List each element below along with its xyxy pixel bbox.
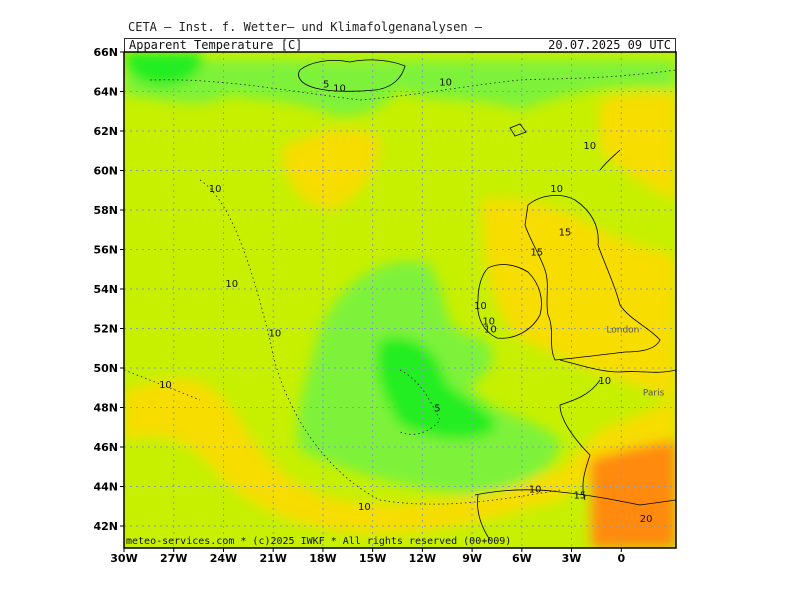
contour-label: 10 — [439, 78, 452, 89]
latitude-tick-label: 54N — [93, 283, 118, 296]
mild-region-north — [124, 60, 676, 117]
latitude-tick-label: 50N — [93, 362, 118, 375]
hot-region-northeast — [600, 90, 676, 200]
hotter-region-southeast — [590, 440, 676, 548]
britain-coast — [524, 195, 661, 361]
longitude-tick-label: 6W — [512, 552, 532, 565]
longitude-tick-label: 0 — [617, 552, 625, 565]
contour-label: 10 — [484, 324, 497, 335]
contour-label: 5 — [323, 80, 329, 91]
latitude-tick-label: 60N — [93, 165, 118, 178]
map-frame — [123, 51, 677, 549]
contour-label: 10 — [209, 184, 222, 195]
longitude-tick-label: 15W — [359, 552, 386, 565]
contour-10-north — [149, 69, 676, 101]
longitude-tick-label: 27W — [160, 552, 187, 565]
latitude-tick-label: 48N — [93, 402, 118, 415]
contour-label: 10 — [598, 376, 611, 387]
contour-label: 15 — [530, 247, 543, 258]
cool-region-inner — [376, 337, 496, 440]
neutral-region-southwest — [124, 436, 676, 548]
latitude-tick-label: 64N — [93, 86, 118, 99]
iberia-coast — [474, 489, 676, 541]
city-label: London — [606, 325, 639, 335]
longitude-tick-label: 21W — [259, 552, 286, 565]
contour-lines — [124, 69, 676, 505]
latitude-tick-label: 62N — [93, 125, 118, 138]
latitude-tick-label: 56N — [93, 244, 118, 257]
graticule — [124, 52, 676, 548]
coastlines — [298, 59, 676, 541]
warm-region-midlatitude — [280, 129, 380, 210]
credit-line: meteo-services.com * (c)2025 IWKF * All … — [126, 536, 511, 547]
norway-coast — [599, 149, 621, 171]
contour-label: 10 — [583, 141, 596, 152]
latitude-tick-label: 42N — [93, 520, 118, 533]
contour-label: 10 — [550, 184, 563, 195]
latitude-tick-label: 52N — [93, 323, 118, 336]
longitude-tick-label: 24W — [210, 552, 237, 565]
contour-10-west — [124, 369, 201, 401]
contour-label: 10 — [225, 279, 238, 290]
contour-10-central — [199, 179, 561, 505]
contour-label: 20 — [640, 514, 653, 525]
contour-label: 10 — [159, 380, 172, 391]
contour-label: 10 — [482, 317, 495, 328]
iceland-coast — [298, 59, 406, 92]
contour-label: 10 — [268, 328, 281, 339]
latitude-tick-label: 44N — [93, 481, 118, 494]
map-title: CETA — Inst. f. Wetter— und Klimafolgena… — [128, 20, 483, 34]
contour-5-bay — [399, 369, 441, 435]
contour-label: 10 — [529, 484, 542, 495]
valid-time-label: 20.07.2025 09 UTC — [548, 38, 671, 52]
ireland-coast — [477, 264, 542, 339]
contour-label: 15 — [573, 490, 586, 501]
mild-region-iceland-coast — [124, 52, 202, 86]
longitude-tick-label: 9W — [462, 552, 482, 565]
warm-region-britain — [480, 198, 676, 400]
latitude-tick-label: 66N — [93, 46, 118, 59]
temperature-regions — [124, 52, 676, 548]
parameter-label: Apparent_Temperature [C] — [129, 38, 303, 52]
longitude-tick-label: 30W — [110, 552, 137, 565]
map-subtitle-bar: Apparent_Temperature [C] 20.07.2025 09 U… — [124, 38, 676, 52]
city-label: Paris — [643, 389, 665, 399]
contour-label: 5 — [434, 403, 440, 414]
city-labels: London Paris — [606, 325, 664, 398]
france-coast — [559, 359, 676, 501]
axis-ticks: 66N 64N 62N 60N 58N 56N 54N 52N 50N 48N 46N 44N 42N 3… — [93, 46, 625, 565]
contour-label: 10 — [358, 502, 371, 513]
longitude-tick-label: 3W — [562, 552, 582, 565]
contour-label: 15 — [559, 228, 572, 239]
faroe-islands — [509, 123, 527, 137]
contour-label: 10 — [333, 84, 346, 95]
longitude-tick-label: 18W — [309, 552, 336, 565]
latitude-tick-label: 46N — [93, 441, 118, 454]
contour-label: 10 — [474, 301, 487, 312]
latitude-tick-label: 58N — [93, 204, 118, 217]
longitude-tick-label: 12W — [409, 552, 436, 565]
